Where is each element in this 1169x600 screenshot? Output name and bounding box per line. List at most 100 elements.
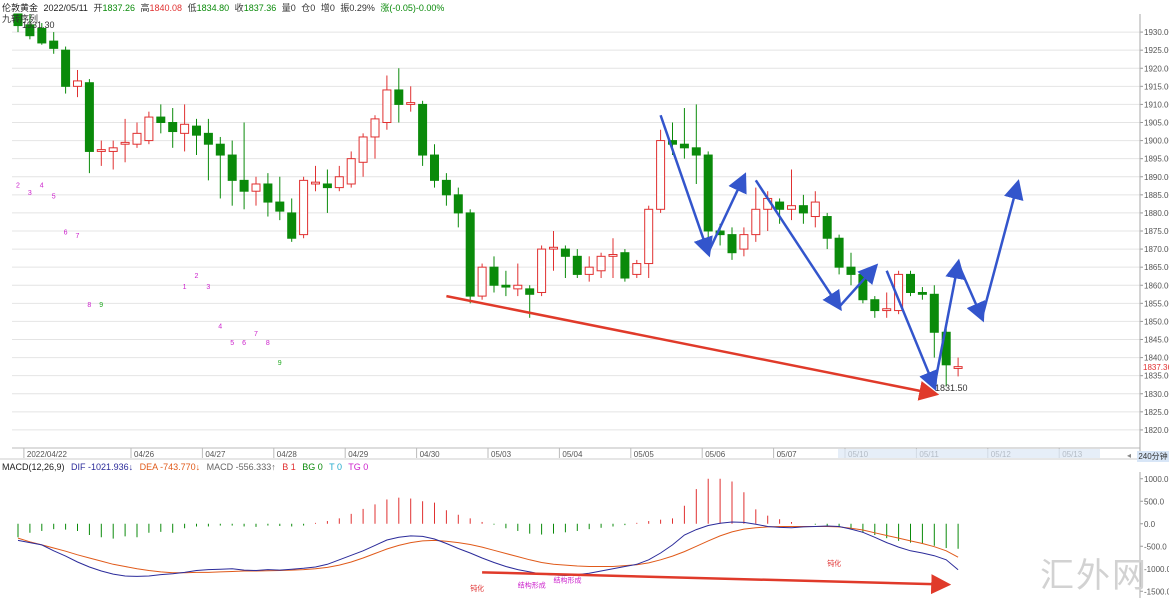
candle-body bbox=[882, 308, 892, 312]
scroll-left-icon[interactable]: ◂ bbox=[1127, 451, 1132, 460]
candle-body bbox=[358, 136, 368, 163]
candle-body bbox=[477, 266, 487, 297]
candle-body bbox=[406, 102, 416, 105]
candle-body bbox=[227, 154, 237, 181]
candle-body bbox=[929, 293, 939, 333]
chart-grid bbox=[0, 31, 1169, 460]
candle-body bbox=[322, 183, 332, 189]
candle-body bbox=[727, 234, 737, 254]
candle-body bbox=[96, 149, 106, 152]
date-tick-label: 04/29 bbox=[348, 450, 369, 459]
candle-body bbox=[953, 366, 963, 369]
candle-body bbox=[346, 158, 356, 185]
candle-body bbox=[120, 141, 130, 145]
price-tick-label: 1915.00 bbox=[1144, 82, 1169, 91]
td-count-label: 8 bbox=[266, 340, 270, 347]
price-tick-label: 1865.00 bbox=[1144, 263, 1169, 272]
timeframe-badge[interactable]: 240分钟 bbox=[1137, 451, 1169, 462]
last-price-label: 1837.36 bbox=[1143, 363, 1169, 372]
candle-body bbox=[394, 89, 404, 105]
macd-dea: DEA -743.770↓ bbox=[139, 462, 201, 472]
candle-body bbox=[382, 89, 392, 123]
blue-wave-arrow bbox=[933, 258, 966, 387]
quote-date: 2022/05/11 bbox=[43, 3, 88, 13]
open-value: 1837.26 bbox=[102, 3, 135, 13]
candle-body bbox=[180, 123, 190, 134]
td-count-label: 1 bbox=[183, 284, 187, 291]
candle-body bbox=[787, 205, 796, 210]
candle-body bbox=[751, 208, 761, 236]
macd-header: MACD(12,26,9) DIF -1021.936↓ DEA -743.77… bbox=[2, 462, 372, 472]
price-tick-label: 1900.00 bbox=[1144, 137, 1169, 146]
quote-header: 伦敦黄金 2022/05/11 开1837.26 高1840.08 低1834.… bbox=[2, 1, 447, 13]
candle-body bbox=[287, 212, 297, 239]
price-tick-label: 1870.00 bbox=[1144, 245, 1169, 254]
candle-body bbox=[370, 118, 380, 138]
candle-body bbox=[679, 143, 689, 149]
amplitude-value: 振0.29% bbox=[340, 3, 375, 13]
candle-body bbox=[215, 143, 225, 156]
high-label: 高 bbox=[140, 3, 150, 13]
macd-bg: BG 0 bbox=[302, 462, 323, 472]
date-tick-label: 05/03 bbox=[491, 450, 512, 459]
symbol-name: 伦敦黄金 bbox=[2, 3, 39, 13]
candle-body bbox=[846, 266, 856, 275]
price-tick-label: 1925.00 bbox=[1144, 46, 1169, 55]
candle-body bbox=[620, 252, 630, 279]
macd-annotation: 结构形成 bbox=[554, 575, 582, 584]
candle-body bbox=[668, 140, 677, 145]
macd-tick-label: 500.0 bbox=[1144, 497, 1165, 506]
blue-wave-arrow bbox=[754, 179, 842, 312]
price-tick-label: 1830.00 bbox=[1144, 390, 1169, 399]
candle-body bbox=[418, 103, 428, 156]
candle-body bbox=[775, 201, 785, 210]
candle-body bbox=[656, 140, 666, 210]
low-value: 1834.80 bbox=[196, 3, 230, 13]
td-count-label: 6 bbox=[242, 340, 246, 347]
date-axis: 2022/04/22 04/26 04/27 04/28 04/29 04/30 05/03… bbox=[23, 448, 1100, 459]
price-tick-label: 1920.00 bbox=[1144, 64, 1169, 73]
indicator-name: 九转序列 bbox=[2, 14, 39, 24]
date-tick-label: 04/30 bbox=[420, 450, 441, 459]
price-tick-label: 1880.00 bbox=[1144, 209, 1169, 218]
dea-line bbox=[17, 526, 959, 574]
candle-body bbox=[703, 154, 713, 232]
td-count-label: 9 bbox=[99, 302, 103, 309]
blue-wave-arrow bbox=[956, 263, 986, 323]
price-tick-label: 1845.00 bbox=[1144, 336, 1169, 345]
macd-tick-label: -500.0 bbox=[1144, 542, 1167, 551]
blue-wave-arrow bbox=[885, 270, 938, 392]
macd-annotation: 结构形成 bbox=[518, 581, 546, 590]
macd-lines bbox=[17, 521, 959, 595]
candle-body bbox=[870, 299, 880, 312]
candle-body bbox=[61, 49, 71, 87]
candlestick-series bbox=[13, 13, 963, 387]
candle-body bbox=[632, 263, 642, 275]
price-tick-label: 1885.00 bbox=[1144, 191, 1169, 200]
date-tick-label: 05/06 bbox=[705, 450, 726, 459]
candle-body bbox=[203, 132, 213, 145]
date-tick-label: 05/05 bbox=[634, 450, 655, 459]
open-label: 开 bbox=[93, 3, 103, 13]
red-divergence-arrow bbox=[446, 294, 940, 401]
blue-wave-arrow bbox=[707, 172, 747, 254]
candle-body bbox=[513, 284, 523, 290]
dif-line bbox=[17, 521, 959, 577]
macd-tg: TG 0 bbox=[348, 462, 369, 472]
td-count-label: 9 bbox=[278, 360, 282, 367]
candle-body bbox=[691, 147, 701, 156]
candle-body bbox=[584, 266, 594, 275]
candle-body bbox=[144, 116, 154, 142]
trend-drawings bbox=[446, 114, 1024, 401]
candle-body bbox=[798, 205, 808, 214]
candle-body bbox=[156, 116, 166, 123]
td-count-label: 7 bbox=[76, 233, 80, 240]
td-count-label: 2 bbox=[16, 183, 20, 190]
price-tick-label: 1875.00 bbox=[1144, 227, 1169, 236]
candle-body bbox=[501, 284, 511, 288]
close-value: 1837.36 bbox=[243, 3, 277, 13]
candle-body bbox=[596, 255, 606, 272]
candle-body bbox=[25, 24, 35, 37]
